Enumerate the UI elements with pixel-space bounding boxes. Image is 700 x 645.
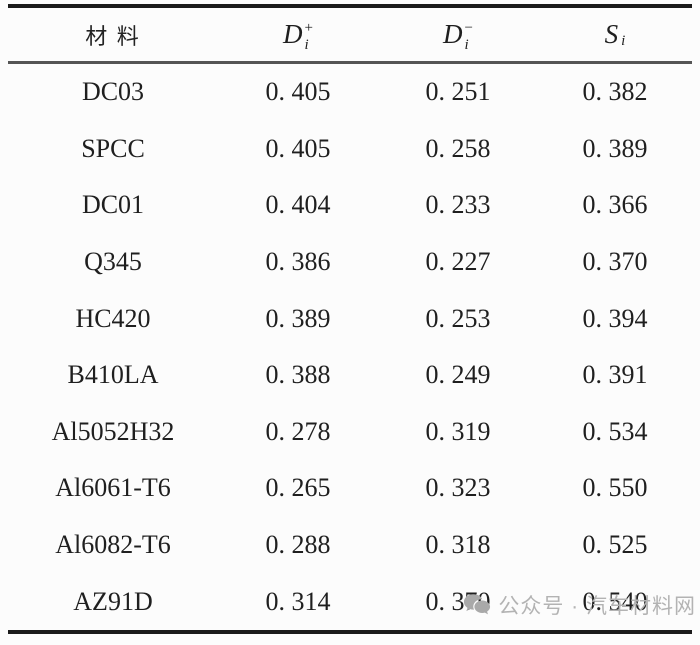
d-plus-cell: 0. 405 <box>265 77 331 107</box>
col-header-material: 材 料 <box>8 6 218 64</box>
material-cell: DC03 <box>81 77 145 107</box>
d-minus-cell: 0. 253 <box>425 303 491 333</box>
s-cell: 0. 534 <box>582 416 648 446</box>
d-minus-cell: 0. 258 <box>425 133 491 163</box>
table-row: B410LA 0. 388 0. 249 0. 391 <box>8 347 692 404</box>
d-minus-cell: 0. 370 <box>425 586 491 616</box>
table-row: Al6061-T6 0. 265 0. 323 0. 550 <box>8 460 692 517</box>
table-row: DC01 0. 404 0. 233 0. 366 <box>8 177 692 234</box>
col-header-d-plus: D + i <box>218 6 378 64</box>
material-cell: Al5052H32 <box>51 416 175 446</box>
s-cell: 0. 525 <box>582 530 648 560</box>
s-cell: 0. 391 <box>582 360 648 390</box>
table-row: Al6082-T6 0. 288 0. 318 0. 525 <box>8 517 692 574</box>
material-cell: Al6061-T6 <box>55 473 171 503</box>
material-cell: B410LA <box>67 360 159 390</box>
d-minus-cell: 0. 319 <box>425 416 491 446</box>
d-plus-cell: 0. 278 <box>265 416 331 446</box>
s-cell: 0. 540 <box>582 586 648 616</box>
s-cell: 0. 550 <box>582 473 648 503</box>
d-plus-cell: 0. 404 <box>265 190 331 220</box>
d-plus-cell: 0. 314 <box>265 586 331 616</box>
s-cell: 0. 370 <box>582 247 648 277</box>
material-cell: SPCC <box>81 133 145 163</box>
d-minus-cell: 0. 323 <box>425 473 491 503</box>
s-cell: 0. 389 <box>582 133 648 163</box>
table-row: DC03 0. 405 0. 251 0. 382 <box>8 63 692 121</box>
d-plus-cell: 0. 388 <box>265 360 331 390</box>
s-cell: 0. 366 <box>582 190 648 220</box>
d-plus-cell: 0. 405 <box>265 133 331 163</box>
d-plus-cell: 0. 265 <box>265 473 331 503</box>
table-row: SPCC 0. 405 0. 258 0. 389 <box>8 121 692 178</box>
table-row: Al5052H32 0. 278 0. 319 0. 534 <box>8 404 692 461</box>
d-minus-cell: 0. 233 <box>425 190 491 220</box>
math-d-minus: D − i <box>443 19 473 53</box>
math-d-plus: D + i <box>283 19 313 53</box>
d-minus-cell: 0. 227 <box>425 247 491 277</box>
d-minus-cell: 0. 251 <box>425 77 491 107</box>
table-row: HC420 0. 389 0. 253 0. 394 <box>8 290 692 347</box>
material-cell: HC420 <box>75 303 151 333</box>
d-minus-cell: 0. 318 <box>425 530 491 560</box>
table-row: AZ91D 0. 314 0. 370 0. 540 <box>8 573 692 632</box>
material-cell: Q345 <box>84 247 142 277</box>
d-plus-cell: 0. 386 <box>265 247 331 277</box>
col-header-d-minus: D − i <box>378 6 538 64</box>
s-cell: 0. 382 <box>582 77 648 107</box>
material-cell: AZ91D <box>73 586 153 616</box>
material-cell: DC01 <box>81 190 145 220</box>
material-cell: Al6082-T6 <box>55 530 171 560</box>
table-row: Q345 0. 386 0. 227 0. 370 <box>8 234 692 291</box>
s-cell: 0. 394 <box>582 303 648 333</box>
d-plus-cell: 0. 389 <box>265 303 331 333</box>
d-plus-cell: 0. 288 <box>265 530 331 560</box>
d-minus-cell: 0. 249 <box>425 360 491 390</box>
table-body: DC03 0. 405 0. 251 0. 382 SPCC 0. 405 0.… <box>8 63 692 632</box>
